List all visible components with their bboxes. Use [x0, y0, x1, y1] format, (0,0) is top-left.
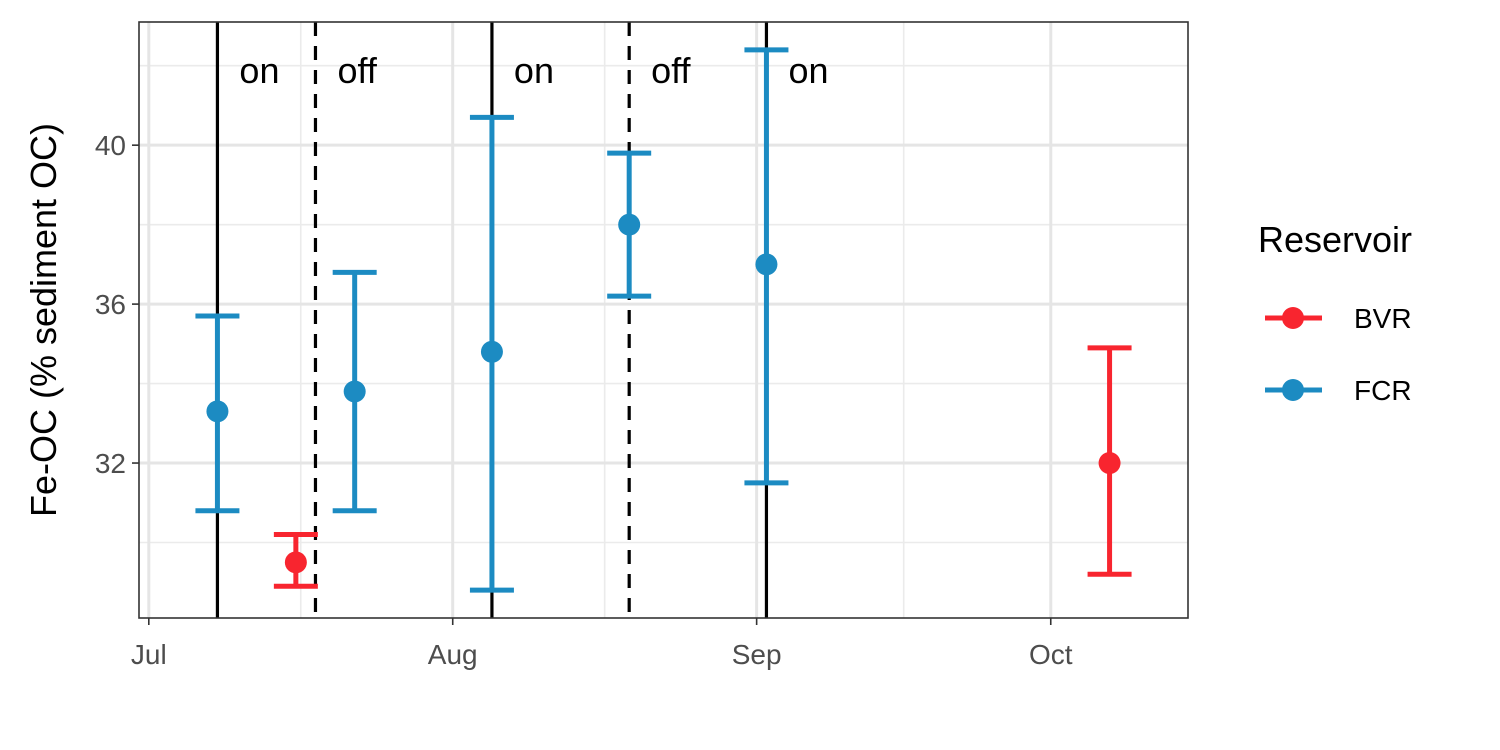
vline-annotation: on	[514, 50, 554, 91]
vline-annotation: off	[337, 50, 377, 91]
panel-background	[139, 22, 1188, 618]
legend: Reservoir BVR FCR	[1258, 219, 1412, 406]
y-tick-label: 40	[95, 130, 126, 161]
data-points	[206, 213, 1121, 574]
y-tick-label: 32	[95, 448, 126, 479]
data-point	[480, 340, 503, 363]
x-tick-label: Sep	[732, 639, 782, 670]
data-point	[343, 380, 366, 403]
legend-title: Reservoir	[1258, 219, 1412, 260]
vline-annotation: off	[651, 50, 691, 91]
grid-minor	[139, 22, 1188, 618]
x-axis: Jul Aug Sep Oct	[131, 618, 1073, 670]
data-point	[755, 253, 778, 276]
legend-label: BVR	[1354, 303, 1412, 334]
x-tick-label: Jul	[131, 639, 167, 670]
legend-items: BVR FCR	[1265, 303, 1412, 406]
legend-key-point	[1282, 379, 1304, 401]
data-point	[1098, 452, 1121, 475]
grid-major	[139, 22, 1188, 618]
data-point	[284, 551, 307, 574]
data-point	[618, 213, 641, 236]
y-tick-label: 36	[95, 289, 126, 320]
data-point	[206, 400, 229, 423]
panel-border	[138, 21, 1189, 619]
x-tick-label: Oct	[1029, 639, 1073, 670]
y-axis-title: Fe-OC (% sediment OC)	[23, 123, 64, 517]
vline-annotation: on	[239, 50, 279, 91]
legend-key-point	[1282, 307, 1304, 329]
vline-annotation: on	[788, 50, 828, 91]
legend-label: FCR	[1354, 375, 1412, 406]
y-axis: 32 36 40	[95, 130, 139, 479]
x-tick-label: Aug	[428, 639, 478, 670]
